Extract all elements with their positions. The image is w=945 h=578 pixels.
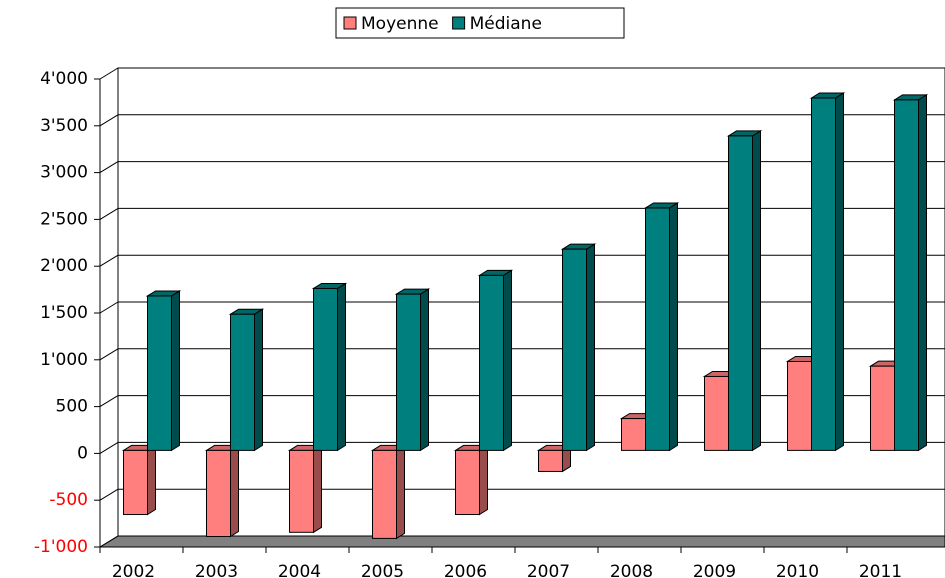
bar-side (396, 444, 405, 540)
bar-side (313, 444, 322, 534)
y-tick-label: 1'500 (40, 303, 88, 323)
x-tick-label: 2011 (859, 562, 902, 578)
legend-box (335, 7, 625, 39)
x-tick-label: 2009 (693, 562, 736, 578)
y-tick-label: 500 (56, 397, 88, 417)
grid-line (99, 67, 119, 80)
grid-line (99, 348, 119, 361)
bar (206, 449, 231, 538)
y-tick-label: -500 (49, 490, 88, 510)
bar-side (171, 290, 180, 452)
grid-line (99, 441, 119, 454)
grid-line (99, 535, 119, 548)
bar (123, 449, 148, 516)
x-tick-label: 2006 (444, 562, 487, 578)
bar (313, 287, 338, 451)
x-tick-label: 2004 (278, 562, 321, 578)
bar (455, 449, 480, 516)
x-tick-label: 2010 (776, 562, 819, 578)
bar-side (918, 93, 927, 452)
legend-swatch (343, 16, 357, 30)
bar (894, 99, 919, 451)
bar-side (254, 308, 263, 452)
x-tick-label: 2005 (361, 562, 404, 578)
bar-side (835, 92, 844, 452)
x-tick-label: 2003 (195, 562, 238, 578)
bar (372, 449, 397, 539)
bar (811, 97, 836, 451)
bar (645, 207, 670, 451)
bar (230, 313, 255, 451)
y-tick-label: 2'500 (40, 209, 88, 229)
bar-side (479, 444, 488, 516)
legend-label: Médiane (470, 14, 542, 34)
y-tick-label: 3'000 (40, 163, 88, 183)
y-tick-label: 1'000 (40, 350, 88, 370)
grid-line (99, 301, 119, 314)
grid-line (99, 254, 119, 267)
floor (98, 535, 945, 548)
bar (289, 449, 314, 533)
bar (870, 365, 895, 451)
bar (728, 135, 753, 451)
grid-line (99, 207, 119, 220)
bar-side (669, 202, 678, 452)
grid-line (99, 161, 119, 174)
grid-line (99, 395, 119, 408)
bar (621, 418, 646, 451)
x-tick-label: 2007 (527, 562, 570, 578)
bar (396, 293, 421, 451)
y-tick-label: 2'000 (40, 256, 88, 276)
bar-side (420, 288, 429, 452)
y-tick-label: -1'000 (34, 537, 88, 557)
bar (562, 248, 587, 451)
grid-line (99, 488, 119, 501)
bar-side (752, 130, 761, 452)
bar-side (230, 444, 239, 538)
grid-line (99, 114, 119, 127)
bar (538, 449, 563, 472)
bar (147, 295, 172, 451)
legend-label: Moyenne (361, 14, 439, 34)
bar-side (337, 282, 346, 452)
bar (704, 375, 729, 451)
y-tick-label: 4'000 (40, 69, 88, 89)
bar-side (147, 444, 156, 516)
x-tick-label: 2002 (112, 562, 155, 578)
y-tick-label: 0 (77, 443, 88, 463)
legend-swatch (452, 16, 466, 30)
bar-side (503, 269, 512, 452)
bar (479, 274, 504, 451)
y-tick-label: 3'500 (40, 116, 88, 136)
x-tick-label: 2008 (610, 562, 653, 578)
bar-side (586, 243, 595, 452)
bar (787, 360, 812, 451)
